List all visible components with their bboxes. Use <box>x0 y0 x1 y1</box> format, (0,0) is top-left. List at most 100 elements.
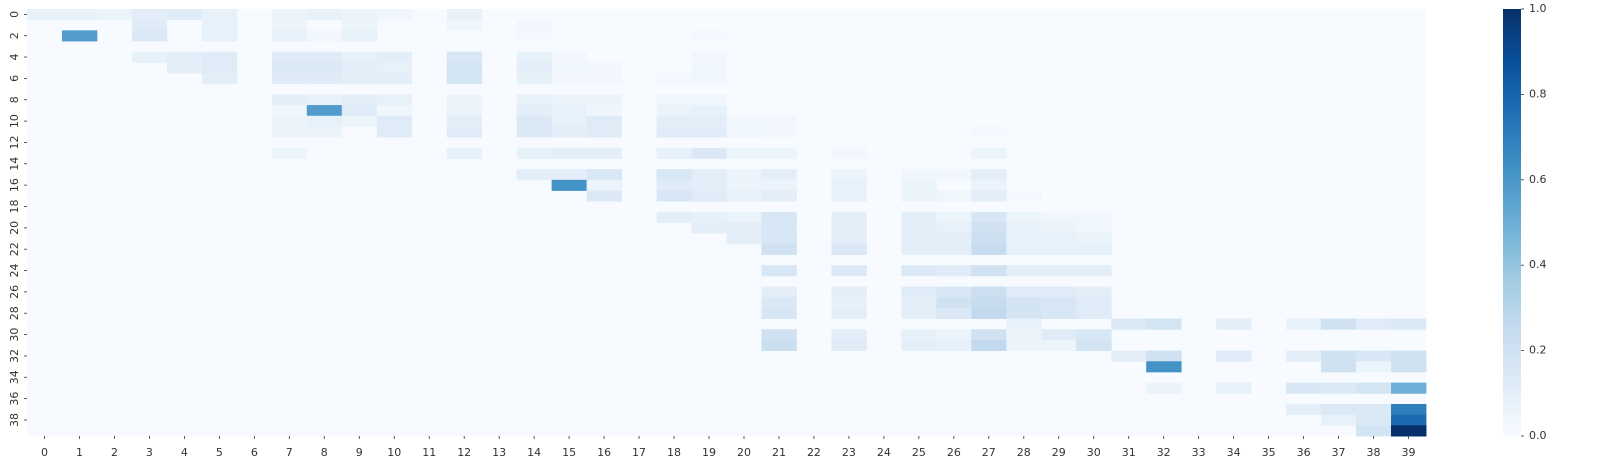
heatmap-cell <box>1321 403 1357 416</box>
heatmap-cell <box>27 9 63 21</box>
heatmap-cell <box>551 94 588 106</box>
heatmap-cell <box>1076 222 1112 234</box>
heatmap-cell <box>1216 382 1252 394</box>
heatmap-cell <box>656 190 692 202</box>
heatmap-cell <box>656 147 692 159</box>
heatmap-cell <box>761 147 797 159</box>
heatmap-cell <box>971 211 1007 223</box>
y-tick-label: 4 <box>8 54 21 61</box>
heatmap-cell <box>586 115 622 127</box>
heatmap-cell <box>341 94 378 106</box>
heatmap-cell <box>1006 307 1042 319</box>
heatmap-cell <box>586 169 622 181</box>
heatmap-cell <box>516 62 553 74</box>
heatmap-cell <box>831 243 867 255</box>
heatmap-cell <box>971 297 1007 309</box>
heatmap-cell <box>901 297 937 309</box>
x-tick-label: 23 <box>842 446 856 459</box>
heatmap-cell <box>131 51 168 63</box>
y-tick-label: 20 <box>8 221 21 235</box>
heatmap-cell <box>271 73 308 85</box>
x-tick-label: 16 <box>597 446 611 459</box>
heatmap-cell <box>1076 329 1112 341</box>
heatmap-cell <box>726 147 762 159</box>
heatmap-cells <box>27 9 1427 437</box>
heatmap-cell <box>936 265 972 277</box>
y-tick-label: 8 <box>8 96 21 103</box>
heatmap-cell <box>516 126 553 138</box>
heatmap-cell <box>691 51 727 63</box>
x-tick-label: 29 <box>1052 446 1066 459</box>
heatmap-cell <box>1146 361 1182 373</box>
heatmap-cell <box>936 169 972 181</box>
heatmap-cell <box>831 265 867 277</box>
heatmap-cell <box>691 115 727 127</box>
x-tick-label: 15 <box>562 446 576 459</box>
x-axis-ticks: 0 1 2 3 4 5 6 7 8 9 10 11 12 13 14 15 16 17 18 19 20 21 22 23 24… <box>41 436 1416 459</box>
heatmap-cell <box>1006 222 1042 234</box>
heatmap-cell <box>761 265 797 277</box>
heatmap-cell <box>1041 307 1077 319</box>
heatmap-cell <box>551 126 588 138</box>
heatmap-cell <box>1041 297 1077 309</box>
y-tick-label: 26 <box>8 285 21 299</box>
x-tick-label: 27 <box>982 446 996 459</box>
heatmap-cell <box>1356 350 1392 362</box>
heatmap-cell <box>691 222 727 234</box>
heatmap-cell <box>831 329 867 341</box>
x-tick-label: 5 <box>216 446 223 459</box>
heatmap-cell <box>691 94 727 106</box>
y-tick-label: 28 <box>8 306 21 320</box>
heatmap-cell <box>1391 318 1427 330</box>
heatmap-cell <box>726 190 762 202</box>
heatmap-cell <box>1006 339 1042 352</box>
heatmap-cell <box>1356 382 1392 394</box>
heatmap-cell <box>446 115 483 127</box>
heatmap-cell <box>1006 286 1042 298</box>
heatmap-cell <box>1146 382 1182 394</box>
x-tick-label: 3 <box>146 446 153 459</box>
heatmap-cell <box>96 9 133 21</box>
heatmap-cell <box>901 222 937 234</box>
heatmap-cell <box>446 51 483 63</box>
heatmap-cell <box>691 190 727 202</box>
x-tick-label: 26 <box>947 446 961 459</box>
heatmap-cell <box>831 286 867 298</box>
heatmap-cell <box>586 73 622 85</box>
heatmap-cell <box>1391 403 1427 416</box>
x-tick-label: 13 <box>492 446 506 459</box>
heatmap-cell <box>761 286 797 298</box>
heatmap-cell <box>901 243 937 255</box>
heatmap-cell <box>131 9 168 21</box>
heatmap-cell <box>1356 425 1392 437</box>
heatmap-cell <box>341 115 378 127</box>
heatmap-cell <box>306 51 343 63</box>
heatmap-cell <box>936 222 972 234</box>
heatmap-cell <box>1391 382 1427 394</box>
heatmap-cell <box>936 211 972 223</box>
heatmap-cell <box>1356 414 1392 426</box>
y-tick-label: 12 <box>8 135 21 149</box>
heatmap-cell <box>831 339 867 352</box>
heatmap-cell <box>726 233 762 245</box>
heatmap-cell <box>1286 350 1322 362</box>
heatmap-cell <box>831 179 867 191</box>
heatmap-cell <box>1006 233 1042 245</box>
x-tick-label: 21 <box>772 446 786 459</box>
heatmap-cell <box>761 190 797 202</box>
heatmap-cell <box>691 211 727 223</box>
heatmap-cell <box>761 211 797 223</box>
heatmap-cell <box>726 115 762 127</box>
heatmap-cell <box>656 179 692 191</box>
heatmap-cell <box>901 286 937 298</box>
heatmap-cell <box>1076 211 1112 223</box>
colorbar-tick-label: 0.2 <box>1529 344 1547 357</box>
heatmap-cell <box>1111 318 1147 330</box>
x-tick-label: 1 <box>76 446 83 459</box>
heatmap-cell <box>761 233 797 245</box>
y-tick-label: 32 <box>8 349 21 363</box>
heatmap-cell <box>761 329 797 341</box>
heatmap-cell <box>971 329 1007 341</box>
heatmap-cell <box>1006 190 1042 202</box>
heatmap-cell <box>376 51 413 63</box>
